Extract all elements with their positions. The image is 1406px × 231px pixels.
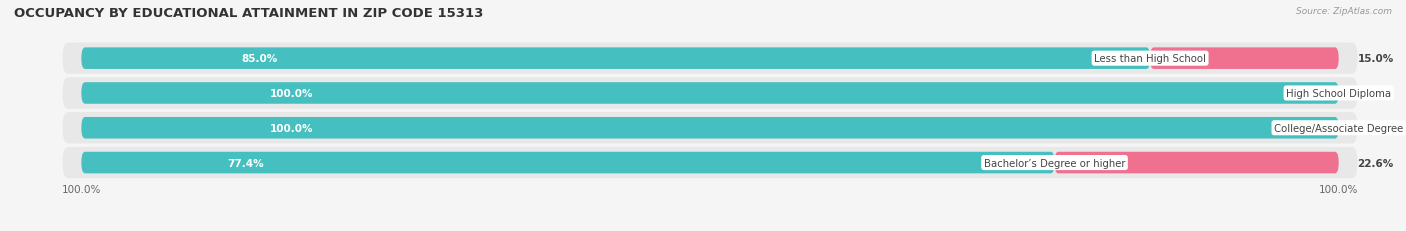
FancyBboxPatch shape bbox=[62, 147, 1358, 178]
FancyBboxPatch shape bbox=[82, 152, 1054, 174]
Text: 22.6%: 22.6% bbox=[1358, 158, 1393, 168]
Text: 0.0%: 0.0% bbox=[1358, 123, 1386, 133]
Text: Less than High School: Less than High School bbox=[1094, 54, 1206, 64]
Text: Source: ZipAtlas.com: Source: ZipAtlas.com bbox=[1296, 7, 1392, 16]
FancyBboxPatch shape bbox=[1150, 48, 1339, 70]
FancyBboxPatch shape bbox=[82, 48, 1150, 70]
Text: 100.0%: 100.0% bbox=[270, 123, 314, 133]
FancyBboxPatch shape bbox=[62, 43, 1358, 75]
FancyBboxPatch shape bbox=[62, 113, 1358, 144]
Legend: Owner-occupied, Renter-occupied: Owner-occupied, Renter-occupied bbox=[605, 229, 815, 231]
Text: 77.4%: 77.4% bbox=[228, 158, 264, 168]
Text: 100.0%: 100.0% bbox=[270, 88, 314, 99]
Text: 85.0%: 85.0% bbox=[242, 54, 278, 64]
FancyBboxPatch shape bbox=[1054, 152, 1339, 174]
Text: OCCUPANCY BY EDUCATIONAL ATTAINMENT IN ZIP CODE 15313: OCCUPANCY BY EDUCATIONAL ATTAINMENT IN Z… bbox=[14, 7, 484, 20]
Text: 0.0%: 0.0% bbox=[1358, 88, 1386, 99]
Text: College/Associate Degree: College/Associate Degree bbox=[1274, 123, 1403, 133]
FancyBboxPatch shape bbox=[82, 118, 1339, 139]
FancyBboxPatch shape bbox=[62, 78, 1358, 109]
Text: High School Diploma: High School Diploma bbox=[1286, 88, 1391, 99]
Text: 15.0%: 15.0% bbox=[1358, 54, 1393, 64]
Text: Bachelor’s Degree or higher: Bachelor’s Degree or higher bbox=[984, 158, 1125, 168]
FancyBboxPatch shape bbox=[82, 83, 1339, 104]
